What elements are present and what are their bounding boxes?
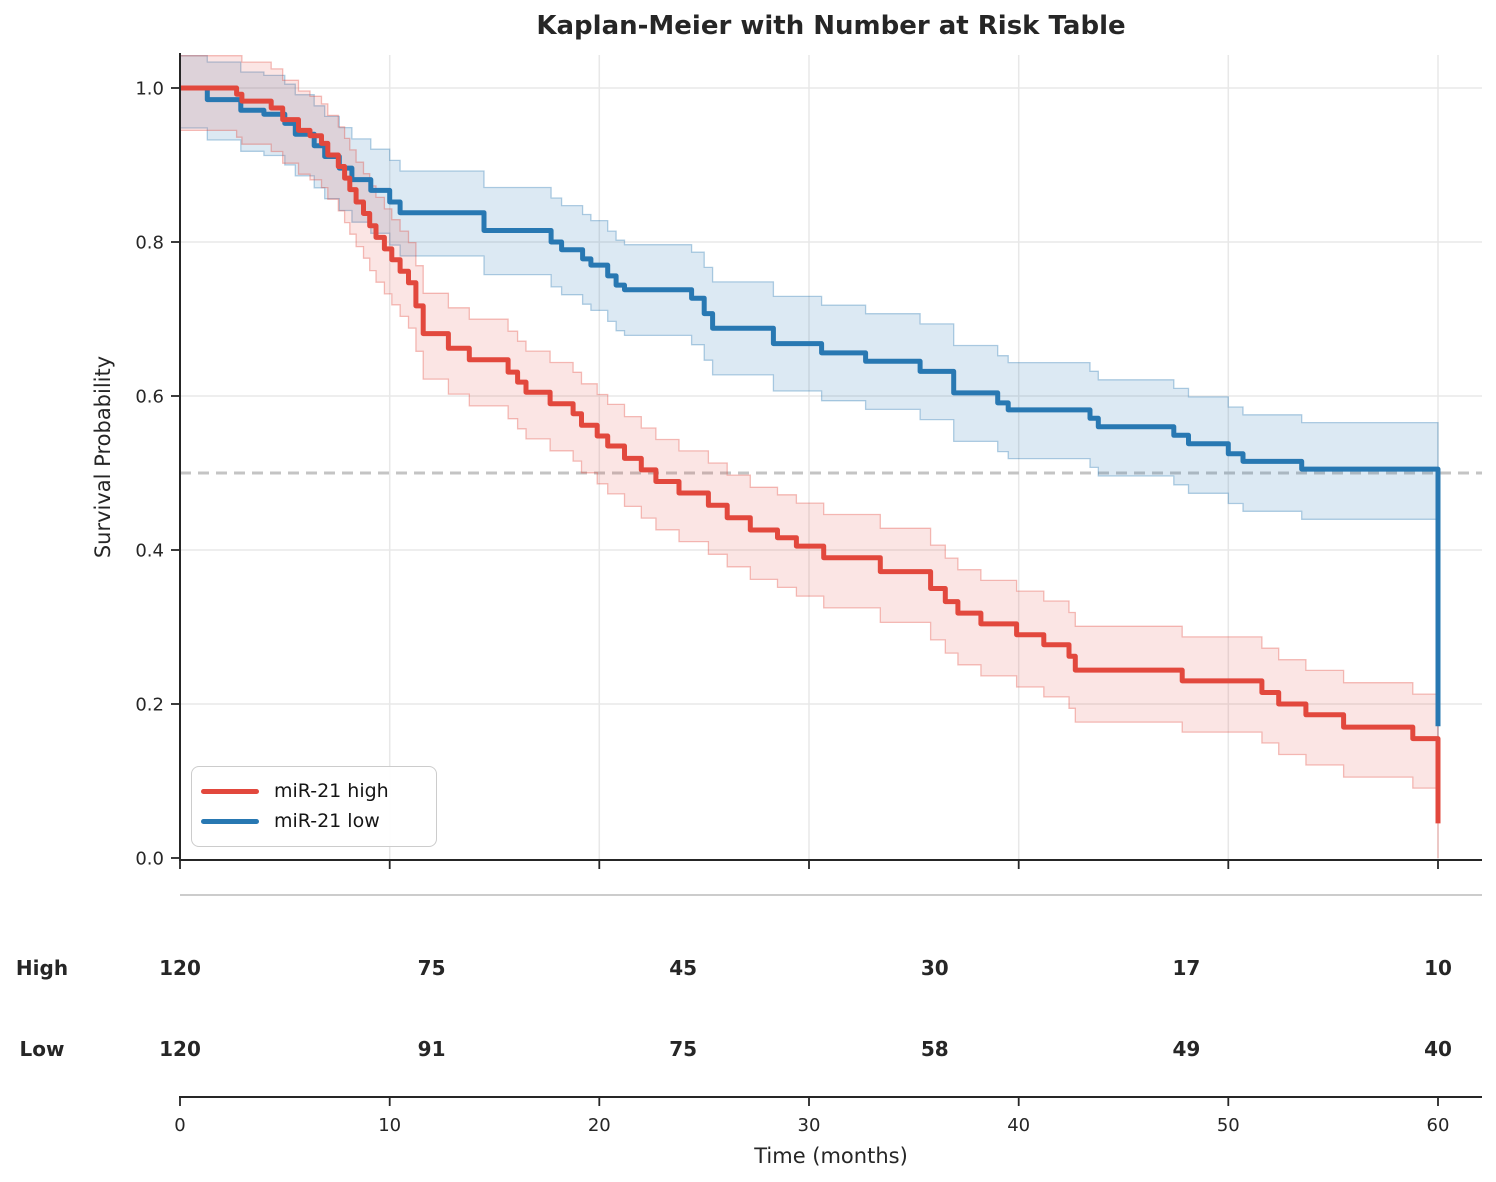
x-axis-label: Time (months) <box>753 1144 908 1168</box>
y-tick-label: 0.0 <box>135 849 164 870</box>
risk-count-high: 10 <box>1424 956 1452 980</box>
y-tick-label: 0.2 <box>135 695 164 716</box>
time-tick-label: 20 <box>588 1115 611 1136</box>
time-tick-label: 0 <box>174 1115 185 1136</box>
risk-count-high: 17 <box>1172 956 1200 980</box>
ci-band-low <box>179 55 1439 778</box>
legend-swatch-low-line <box>201 819 259 824</box>
time-tick-label: 60 <box>1427 1115 1450 1136</box>
risk-count-high: 30 <box>921 956 949 980</box>
legend-box: miR-21 high miR-21 low <box>191 766 437 847</box>
y-axis-label: Survival Probability <box>91 356 115 558</box>
y-tick-label: 0.6 <box>135 387 164 408</box>
risk-count-low: 91 <box>418 1037 446 1061</box>
y-tick-label: 1.0 <box>135 79 164 100</box>
chart-title: Kaplan-Meier with Number at Risk Table <box>536 11 1125 41</box>
survival-curves-layer <box>180 85 1441 824</box>
risk-count-low: 120 <box>159 1037 201 1061</box>
risk-table-layer: 120 75 45 30 17 10 120 91 75 58 49 40 <box>159 956 1452 1061</box>
risk-count-high: 45 <box>669 956 697 980</box>
time-tick-label: 50 <box>1217 1115 1240 1136</box>
risk-count-high: 75 <box>418 956 446 980</box>
axes-layer: 1.0 0.8 0.6 0.4 0.2 0.0 0 10 20 30 40 50 60 <box>135 53 1482 1136</box>
legend-entry-low: miR-21 low <box>201 812 426 831</box>
legend-swatch-high-line <box>201 789 259 794</box>
legend-label-low: miR-21 low <box>274 810 380 832</box>
legend-label-high: miR-21 high <box>274 780 389 802</box>
legend-entry-high: miR-21 high <box>201 782 426 801</box>
risk-count-low: 75 <box>669 1037 697 1061</box>
y-tick-label: 0.8 <box>135 233 164 254</box>
risk-count-low: 58 <box>921 1037 949 1061</box>
time-tick-label: 40 <box>1007 1115 1030 1136</box>
y-tick-label: 0.4 <box>135 541 164 562</box>
risk-row-label-low: Low <box>20 1037 65 1061</box>
time-tick-label: 10 <box>378 1115 401 1136</box>
time-tick-label: 30 <box>798 1115 821 1136</box>
risk-row-label-high: High <box>16 956 68 980</box>
risk-count-low: 49 <box>1172 1037 1200 1061</box>
risk-count-high: 120 <box>159 956 201 980</box>
risk-count-low: 40 <box>1424 1037 1452 1061</box>
km-curve-high <box>180 85 1441 824</box>
